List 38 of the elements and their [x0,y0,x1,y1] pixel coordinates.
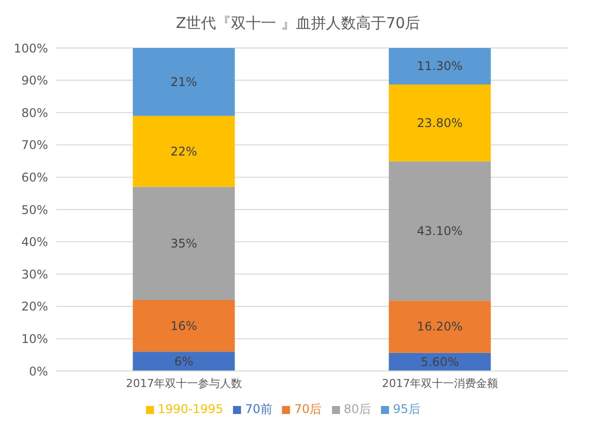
y-tick-label: 100% [14,41,48,56]
bar [388,161,491,301]
bar [132,300,235,352]
y-tick-label: 20% [21,300,48,314]
data-label: 5.60% [420,354,459,369]
y-tick-label: 80% [21,106,48,120]
bar [132,186,235,300]
bar [388,300,491,353]
bar [132,352,235,371]
y-tick-label: 40% [21,235,48,250]
data-label: 22% [170,144,198,158]
y-tick-label: 30% [21,267,48,282]
chart-title: Z世代『双十一 』血拼人数高于70后 [174,13,422,34]
legend-label: 95后 [392,402,420,416]
data-label: 43.10% [416,224,463,238]
data-label: 16.20% [416,320,463,334]
bar [132,116,235,187]
y-tick-label: 0% [28,364,48,378]
data-label: 16% [170,318,198,333]
data-label: 21% [170,74,198,89]
x-tick-label: 2017年双十一参与人数 [126,376,242,390]
bar [132,48,235,116]
x-tick-label: 2017年双十一消费金额 [382,376,498,390]
y-tick-label: 10% [21,332,48,346]
y-tick-label: 60% [21,170,48,184]
y-tick-label: 50% [21,202,48,217]
data-label: 11.30% [416,59,463,74]
data-label: 23.80% [416,116,463,130]
legend-label: 80后 [344,402,371,416]
bar [388,48,491,84]
data-label: 6% [174,354,194,368]
y-tick-label: 70% [21,138,48,152]
bar [388,84,491,162]
legend-label: 1990-1995 [158,402,224,416]
legend-label: 70前 [245,402,272,416]
data-label: 35% [170,236,198,250]
legend-label: 70后 [294,402,322,416]
y-tick-label: 90% [21,74,48,88]
